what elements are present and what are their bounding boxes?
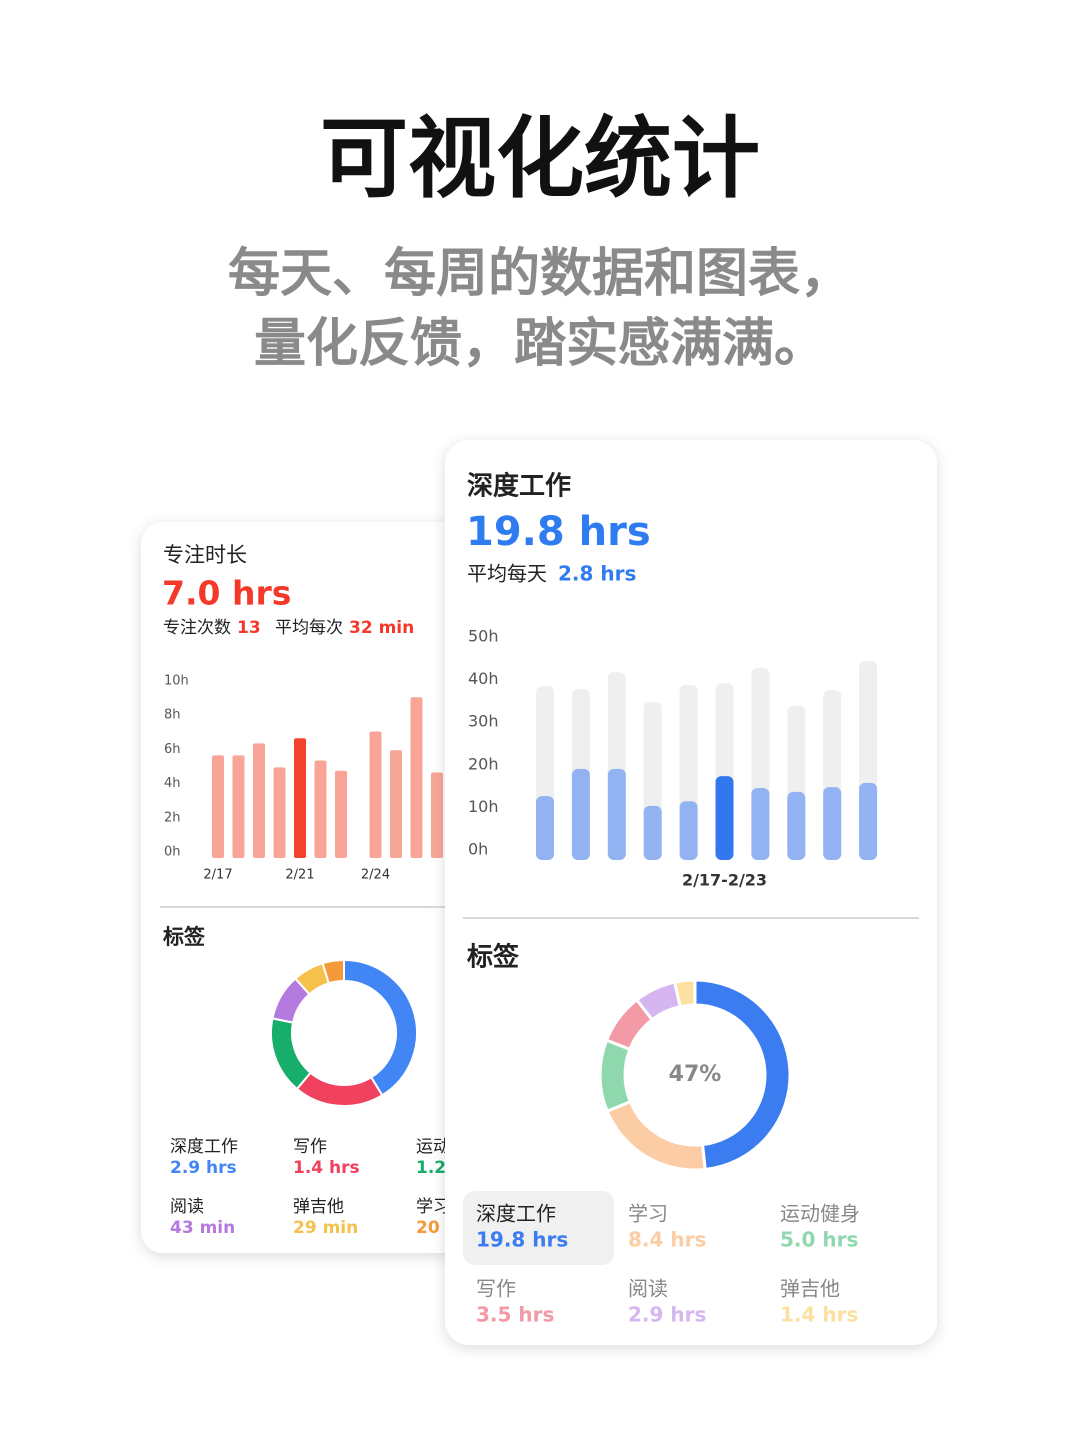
- bar: [859, 782, 878, 860]
- y-tick-label: 0h: [468, 840, 488, 859]
- y-tick-label: 6h: [164, 742, 181, 757]
- legend-value: 1.4 hrs: [780, 1303, 858, 1327]
- legend-name: 学习: [416, 1197, 450, 1217]
- legend-name: 写作: [476, 1277, 516, 1301]
- legend-name: 运动健身: [780, 1202, 860, 1226]
- y-tick-label: 2h: [164, 810, 181, 825]
- bar: [335, 770, 347, 858]
- bar: [643, 805, 662, 860]
- legend-value: 2.9 hrs: [170, 1158, 237, 1178]
- legend-name: 阅读: [628, 1277, 668, 1301]
- selected-tag[interactable]: [463, 1191, 614, 1265]
- legend-value: 29 min: [293, 1218, 358, 1238]
- legend-value: 5.0 hrs: [780, 1228, 858, 1252]
- donut-segment: [598, 1038, 633, 1114]
- bar: [571, 768, 590, 860]
- bar: [253, 743, 265, 858]
- y-tick-label: 50h: [468, 627, 499, 646]
- card-value: 19.8 hrs: [466, 509, 651, 555]
- y-tick-label: 10h: [164, 674, 189, 689]
- bar: [314, 760, 327, 858]
- bar: [294, 738, 306, 858]
- legend-name: 阅读: [170, 1197, 204, 1217]
- donut-segment: [693, 978, 792, 1172]
- card-value: 7.0 hrs: [162, 574, 291, 613]
- bar: [751, 788, 770, 860]
- x-tick-label: 2/17: [203, 868, 232, 883]
- legend-name: 弹吉他: [293, 1197, 344, 1217]
- x-tick-label: 2/24: [361, 868, 390, 883]
- donut-segment: [672, 978, 697, 1009]
- y-tick-label: 30h: [468, 712, 499, 731]
- stat-label: 专注次数: [163, 618, 231, 638]
- x-tick-label: 2/17-2/23: [682, 871, 767, 890]
- card-background: [445, 440, 937, 1345]
- legend-value: 8.4 hrs: [628, 1228, 706, 1252]
- bar: [607, 768, 626, 860]
- card-title: 专注时长: [163, 543, 247, 567]
- bar: [369, 731, 382, 858]
- legend-name: 学习: [628, 1202, 668, 1226]
- donut-center-label: 47%: [669, 1062, 722, 1087]
- legend-value: 2.9 hrs: [628, 1303, 706, 1327]
- focus-card: 专注时长 7.0 hrs 专注次数 13 平均每次 32 min 0h 2h 4h 6h 8h 10h…: [141, 522, 484, 1253]
- bar: [823, 787, 842, 860]
- legend-value: 43 min: [170, 1218, 235, 1238]
- legend-name: 写作: [293, 1137, 327, 1157]
- legend-value: 3.5 hrs: [476, 1303, 554, 1327]
- legend-value: 1.4 hrs: [293, 1158, 360, 1178]
- section-title: 标签: [467, 942, 520, 973]
- bar: [212, 755, 224, 858]
- bar: [679, 801, 698, 860]
- stat-label: 平均每次: [275, 618, 343, 638]
- legend-name: 弹吉他: [780, 1277, 840, 1301]
- y-tick-label: 0h: [164, 845, 181, 860]
- bar: [431, 772, 443, 858]
- stat-value: 13: [237, 618, 261, 638]
- y-tick-label: 10h: [468, 797, 499, 816]
- bar: [273, 767, 286, 858]
- card-title: 深度工作: [467, 471, 571, 502]
- bar: [536, 796, 554, 860]
- y-tick-label: 20h: [468, 754, 499, 773]
- y-tick-label: 8h: [164, 708, 181, 723]
- bar: [390, 750, 402, 858]
- bar: [715, 776, 734, 860]
- stat-value: 32 min: [349, 618, 414, 638]
- legend-name: 深度工作: [170, 1137, 238, 1157]
- page-subtitle: 每天、每周的数据和图表，: [228, 244, 852, 304]
- bar: [410, 697, 423, 858]
- legend-value: 19.8 hrs: [476, 1228, 568, 1252]
- stat-label: 平均每天: [467, 562, 547, 586]
- donut-segment: [321, 958, 345, 985]
- y-tick-label: 4h: [164, 776, 181, 791]
- stat-value: 2.8 hrs: [558, 562, 636, 586]
- y-tick-label: 40h: [468, 669, 499, 688]
- page-title: 可视化统计: [320, 107, 760, 210]
- page-subtitle: 量化反馈，踏实感满满。: [254, 314, 826, 374]
- section-title: 标签: [163, 925, 206, 949]
- bar: [787, 791, 806, 860]
- bar: [232, 755, 245, 858]
- legend-name: 深度工作: [476, 1202, 556, 1226]
- x-tick-label: 2/21: [285, 868, 314, 883]
